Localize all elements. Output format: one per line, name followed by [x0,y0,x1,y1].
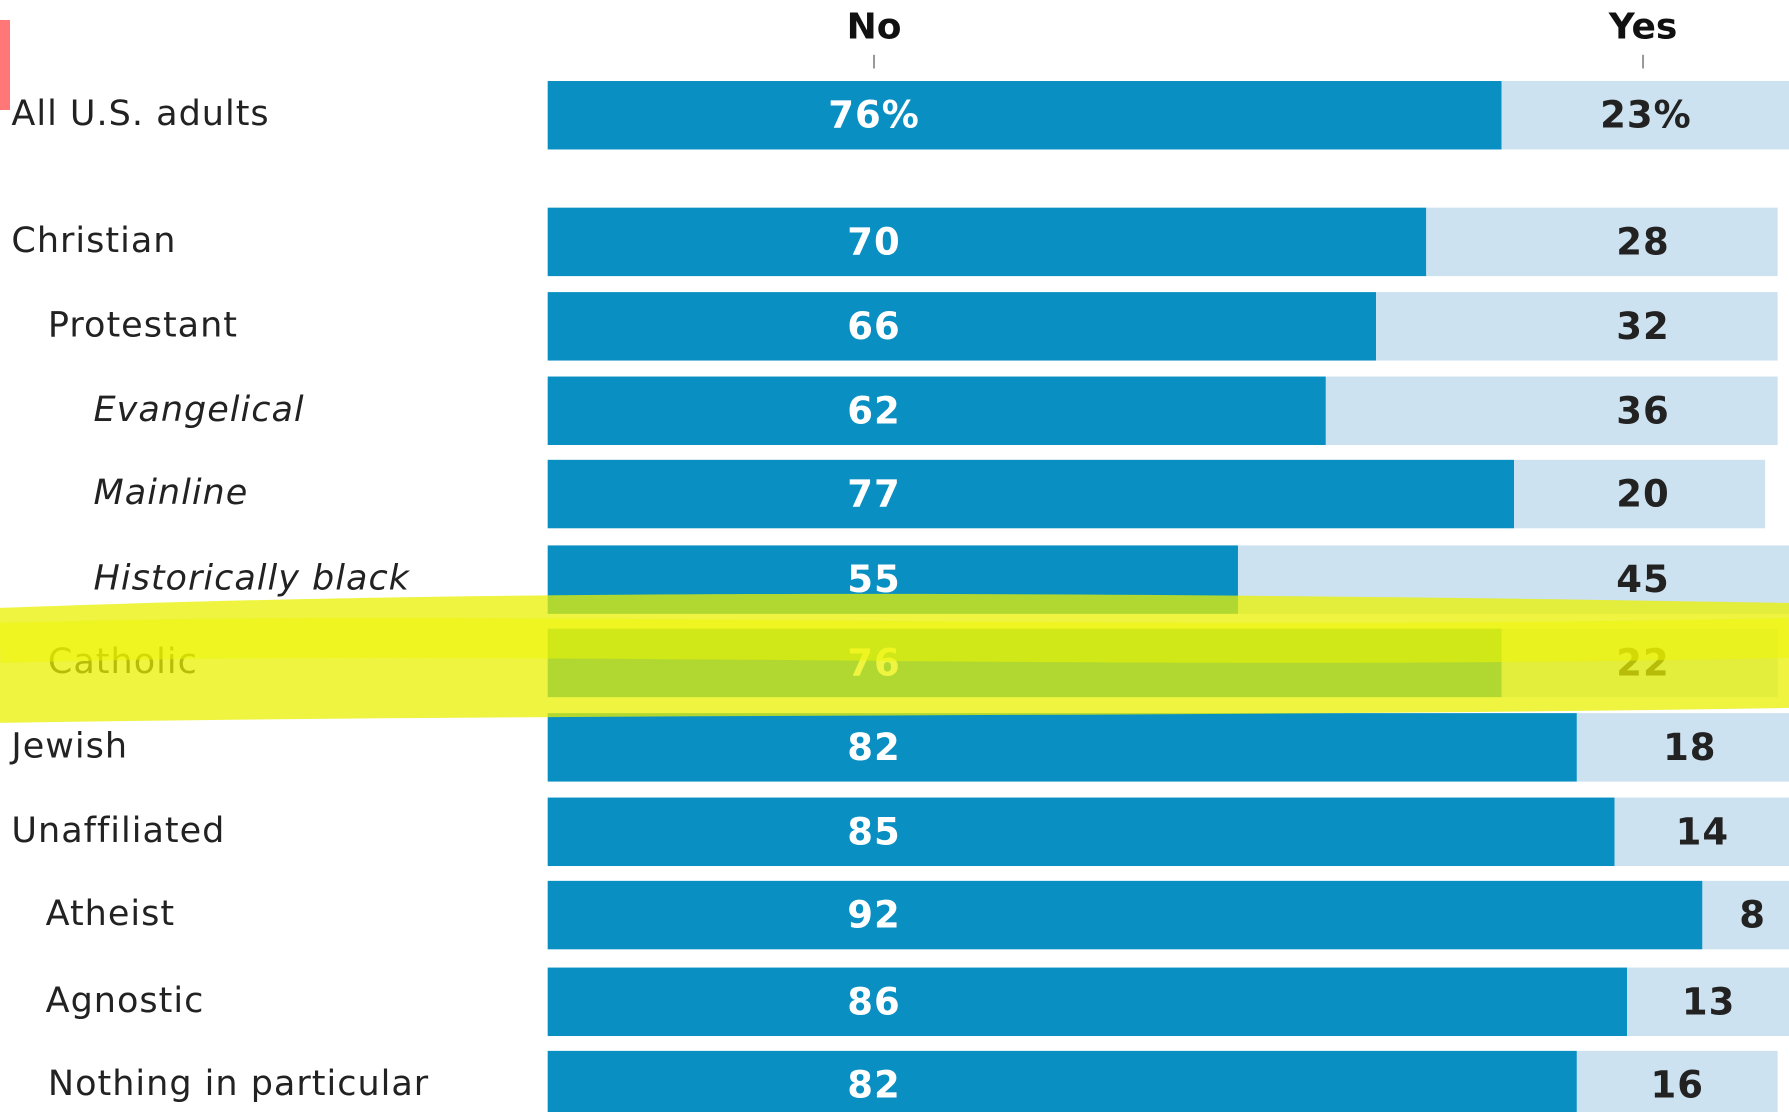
bar-segment [1614,797,1789,867]
bar-segment [1426,207,1778,277]
bar-segment [547,81,1502,150]
category-label: Evangelical [94,390,305,430]
value-label: 32 [1616,305,1670,348]
bar-segment [1325,376,1778,445]
column-header: No [847,7,902,48]
value-label: 76% [828,94,920,137]
value-label: 8 [1739,894,1766,937]
bar-segment [547,1050,1577,1112]
category-label: Nothing in particular [48,1064,429,1104]
bar-segment [547,797,1615,867]
category-label: Atheist [46,894,175,934]
bar-segment [1376,292,1778,361]
value-label: 14 [1676,810,1730,853]
value-label: 86 [847,980,901,1023]
value-label: 92 [847,894,901,937]
value-label: 82 [847,726,901,769]
value-label: 70 [847,220,901,263]
category-label: All U.S. adults [11,94,269,134]
value-label: 82 [847,1064,901,1107]
value-label: 20 [1616,473,1670,516]
bar-segment [1576,1050,1778,1112]
category-label: Protestant [48,305,238,345]
value-label: 77 [847,473,901,516]
red-mark [0,20,10,110]
category-label: Historically black [94,559,411,599]
highlight-stroke [0,617,1789,663]
bar-segment [547,713,1577,782]
category-label: Jewish [9,726,128,766]
bar-segment [1702,880,1789,950]
value-label: 23% [1600,94,1692,137]
bar-segment [547,376,1326,445]
bar-segment [547,292,1377,361]
column-header: Yes [1608,7,1678,48]
bar-segment [1501,81,1789,150]
bar-segment [1627,967,1789,1037]
value-label: 16 [1651,1064,1705,1107]
bar-segment [547,967,1628,1037]
value-label: 62 [847,389,901,432]
value-label: 45 [1616,558,1670,601]
category-label: Agnostic [46,981,205,1021]
value-label: 13 [1682,980,1736,1023]
bar-segment [547,459,1515,529]
value-label: 18 [1663,726,1717,769]
value-label: 36 [1616,389,1670,432]
bar-segment [1576,713,1789,782]
value-label: 66 [847,305,901,348]
value-label: 28 [1616,220,1670,263]
category-label: Christian [11,221,176,261]
bar-segment [547,880,1703,950]
bar-segment [1514,459,1766,529]
bar-segment [547,207,1427,277]
category-label: Unaffiliated [11,811,225,851]
category-label: Mainline [94,473,249,513]
value-label: 85 [847,810,901,853]
